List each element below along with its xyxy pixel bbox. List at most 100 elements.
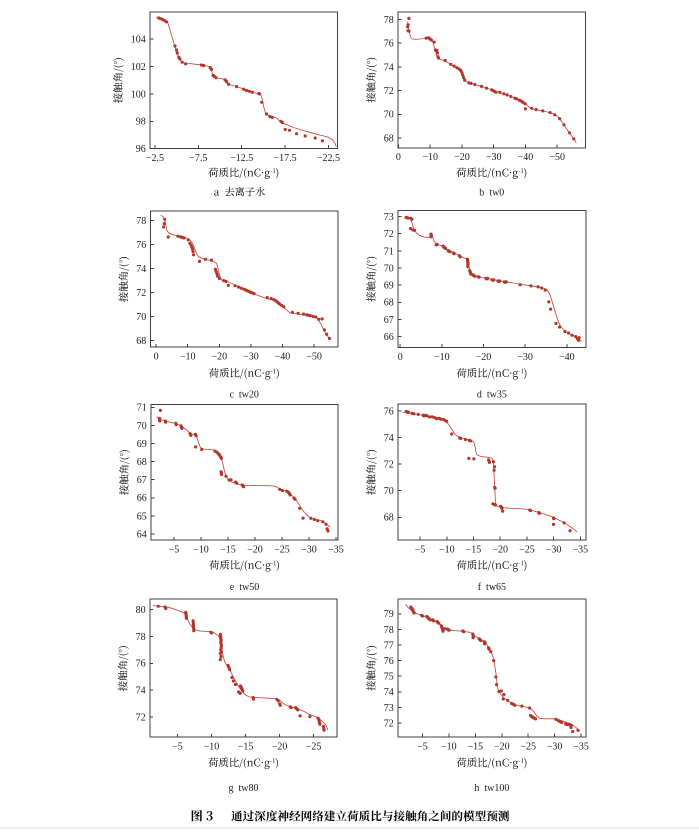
svg-text:−5: −5 bbox=[417, 741, 428, 752]
svg-text:67: 67 bbox=[384, 315, 394, 326]
svg-text:70: 70 bbox=[384, 486, 394, 497]
svg-text:−7.5: −7.5 bbox=[189, 153, 207, 164]
svg-text:b tw0: b tw0 bbox=[479, 188, 504, 199]
svg-text:78: 78 bbox=[384, 15, 394, 26]
svg-text:−30: −30 bbox=[547, 741, 563, 752]
svg-text:72: 72 bbox=[136, 288, 146, 299]
svg-text:−25: −25 bbox=[520, 741, 536, 752]
svg-text:−12.5: −12.5 bbox=[230, 153, 253, 164]
svg-text:66: 66 bbox=[384, 332, 394, 343]
svg-text:71: 71 bbox=[137, 403, 147, 414]
svg-text:−15: −15 bbox=[238, 742, 254, 753]
svg-text:77: 77 bbox=[384, 640, 394, 651]
svg-text:−20: −20 bbox=[454, 152, 470, 163]
svg-text:70: 70 bbox=[136, 312, 146, 323]
svg-text:96: 96 bbox=[136, 144, 146, 155]
svg-text:g tw80: g tw80 bbox=[229, 783, 259, 794]
svg-text:−10: −10 bbox=[204, 742, 220, 753]
svg-text:−17.5: −17.5 bbox=[274, 153, 297, 164]
svg-text:72: 72 bbox=[136, 713, 146, 724]
svg-text:102: 102 bbox=[131, 62, 146, 73]
svg-text:74: 74 bbox=[384, 433, 394, 444]
svg-text:0: 0 bbox=[396, 152, 401, 163]
svg-text:−5: −5 bbox=[172, 742, 183, 753]
svg-text:79: 79 bbox=[384, 609, 394, 620]
svg-text:67: 67 bbox=[137, 475, 147, 486]
svg-text:−30: −30 bbox=[546, 544, 562, 555]
svg-text:−20: −20 bbox=[247, 545, 263, 556]
svg-text:d tw35: d tw35 bbox=[477, 390, 507, 401]
svg-text:70: 70 bbox=[384, 110, 394, 121]
svg-text:76: 76 bbox=[384, 39, 394, 50]
svg-text:h tw100: h tw100 bbox=[474, 783, 509, 794]
svg-text:−40: −40 bbox=[559, 352, 575, 363]
svg-text:70: 70 bbox=[384, 263, 394, 274]
svg-text:−20: −20 bbox=[476, 352, 492, 363]
svg-text:68: 68 bbox=[136, 336, 146, 347]
svg-text:−20: −20 bbox=[494, 741, 510, 752]
svg-text:−40: −40 bbox=[518, 152, 534, 163]
svg-text:−10: −10 bbox=[439, 544, 455, 555]
svg-text:80: 80 bbox=[136, 605, 146, 616]
svg-text:73: 73 bbox=[384, 703, 394, 714]
svg-text:−35: −35 bbox=[328, 545, 344, 556]
svg-text:76: 76 bbox=[384, 656, 394, 667]
svg-text:−15: −15 bbox=[466, 544, 482, 555]
svg-text:−25: −25 bbox=[306, 742, 322, 753]
svg-text:−35: −35 bbox=[572, 544, 588, 555]
svg-text:76: 76 bbox=[384, 406, 394, 417]
svg-text:74: 74 bbox=[136, 686, 146, 697]
svg-text:100: 100 bbox=[131, 89, 146, 100]
svg-text:−20: −20 bbox=[211, 352, 227, 363]
svg-text:74: 74 bbox=[136, 264, 146, 275]
svg-text:68: 68 bbox=[137, 457, 147, 468]
svg-text:−22.5: −22.5 bbox=[317, 153, 340, 164]
svg-text:−30: −30 bbox=[486, 152, 502, 163]
svg-text:70: 70 bbox=[137, 421, 147, 432]
svg-text:75: 75 bbox=[384, 672, 394, 683]
svg-text:78: 78 bbox=[136, 632, 146, 643]
svg-text:−30: −30 bbox=[243, 352, 259, 363]
svg-text:−20: −20 bbox=[272, 742, 288, 753]
svg-text:72: 72 bbox=[384, 86, 394, 97]
svg-text:76: 76 bbox=[136, 240, 146, 251]
svg-text:66: 66 bbox=[137, 493, 147, 504]
svg-text:−5: −5 bbox=[415, 544, 426, 555]
svg-text:72: 72 bbox=[384, 229, 394, 240]
svg-text:−35: −35 bbox=[573, 741, 589, 752]
svg-text:−25: −25 bbox=[274, 545, 290, 556]
svg-text:−15: −15 bbox=[220, 545, 236, 556]
svg-text:−2.5: −2.5 bbox=[146, 153, 164, 164]
svg-text:−30: −30 bbox=[301, 545, 317, 556]
svg-text:−30: −30 bbox=[517, 352, 533, 363]
svg-text:−15: −15 bbox=[467, 741, 483, 752]
svg-text:69: 69 bbox=[384, 281, 394, 292]
svg-text:72: 72 bbox=[384, 460, 394, 471]
svg-text:74: 74 bbox=[384, 687, 394, 698]
svg-text:98: 98 bbox=[136, 117, 146, 128]
svg-text:0: 0 bbox=[398, 352, 403, 363]
svg-text:68: 68 bbox=[384, 513, 394, 524]
svg-text:72: 72 bbox=[384, 718, 394, 729]
svg-text:69: 69 bbox=[137, 439, 147, 450]
svg-text:c tw20: c tw20 bbox=[229, 390, 258, 401]
svg-text:64: 64 bbox=[137, 529, 147, 540]
svg-text:68: 68 bbox=[384, 298, 394, 309]
svg-text:−10: −10 bbox=[180, 352, 196, 363]
svg-text:73: 73 bbox=[384, 212, 394, 223]
svg-text:−10: −10 bbox=[193, 545, 209, 556]
svg-text:71: 71 bbox=[384, 246, 394, 257]
svg-text:−5: −5 bbox=[169, 545, 180, 556]
svg-text:−25: −25 bbox=[519, 544, 535, 555]
svg-text:0: 0 bbox=[154, 352, 159, 363]
svg-text:e tw50: e tw50 bbox=[230, 582, 259, 593]
svg-text:−50: −50 bbox=[306, 352, 322, 363]
svg-text:−10: −10 bbox=[434, 352, 450, 363]
svg-text:−50: −50 bbox=[549, 152, 565, 163]
svg-text:65: 65 bbox=[137, 511, 147, 522]
svg-text:68: 68 bbox=[384, 133, 394, 144]
svg-text:76: 76 bbox=[136, 659, 146, 670]
svg-text:74: 74 bbox=[384, 62, 394, 73]
svg-text:−10: −10 bbox=[422, 152, 438, 163]
svg-text:−20: −20 bbox=[492, 544, 508, 555]
